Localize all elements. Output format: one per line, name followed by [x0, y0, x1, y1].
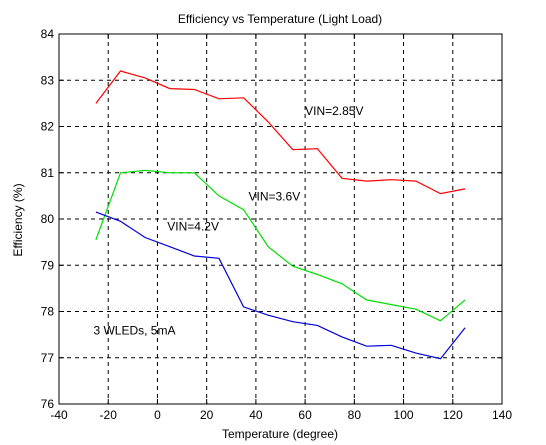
series-line-vin-3-6v	[95, 169, 466, 322]
y-tick-label: 79	[41, 258, 55, 272]
x-tick-label: 80	[348, 408, 362, 422]
x-tick-label: 60	[298, 408, 312, 422]
x-tick-label: -20	[100, 408, 118, 422]
chart-title: Efficiency vs Temperature (Light Load)	[178, 12, 382, 26]
annotation-label: VIN=3.6V	[249, 190, 301, 204]
y-tick-label: 77	[41, 351, 55, 365]
series-line-vin-2-85v	[95, 70, 466, 195]
x-tick-label: 120	[443, 408, 463, 422]
x-tick-label: 40	[249, 408, 263, 422]
y-tick-label: 84	[41, 27, 55, 41]
y-tick-label: 78	[41, 305, 55, 319]
y-tick-label: 83	[41, 73, 55, 87]
x-tick-label: 100	[394, 408, 414, 422]
x-tick-label: -40	[50, 408, 68, 422]
grid	[59, 34, 502, 404]
annotations: VIN=2.85V VIN=3.6V VIN=4.2V 3 WLEDs, 5mA	[93, 104, 363, 338]
series-line-vin-4-2v	[95, 211, 466, 360]
y-tick-label: 80	[41, 212, 55, 226]
axis-ticks: -40 -20 0 20 40 60 80 100 120 140 76 77 78 79 80 81 82 83…	[41, 27, 513, 422]
annotation-label: VIN=4.2V	[167, 220, 219, 234]
y-tick-label: 82	[41, 120, 55, 134]
x-tick-label: 20	[200, 408, 214, 422]
annotation-label: VIN=2.85V	[305, 104, 363, 118]
y-axis-label: Efficiency (%)	[11, 183, 25, 256]
y-tick-label: 81	[41, 166, 55, 180]
x-tick-label: 140	[492, 408, 512, 422]
annotation-label: 3 WLEDs, 5mA	[93, 324, 175, 338]
x-axis-label: Temperature (degree)	[222, 427, 338, 441]
y-tick-label: 76	[41, 397, 55, 411]
x-tick-label: 0	[154, 408, 161, 422]
series-lines	[95, 70, 466, 360]
